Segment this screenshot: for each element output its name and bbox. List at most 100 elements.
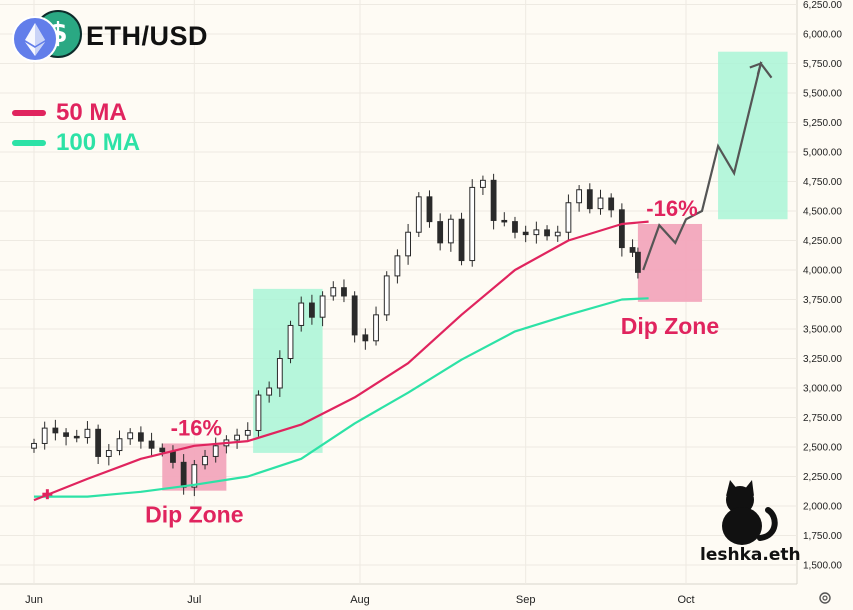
candlestick bbox=[522, 225, 529, 243]
candlestick bbox=[437, 213, 444, 251]
candlestick bbox=[533, 221, 540, 244]
y-tick-label: 2,000.00 bbox=[803, 502, 842, 513]
candlestick bbox=[415, 192, 422, 237]
y-tick-label: 4,000.00 bbox=[803, 266, 842, 277]
candlestick bbox=[202, 449, 208, 470]
candlestick bbox=[276, 350, 283, 397]
candlestick bbox=[63, 428, 69, 446]
y-tick-label: 2,750.00 bbox=[803, 413, 842, 424]
y-tick-label: 4,750.00 bbox=[803, 177, 842, 188]
candlestick bbox=[608, 193, 615, 218]
y-tick-label: 3,500.00 bbox=[803, 325, 842, 336]
eth-logo-icon bbox=[12, 16, 58, 62]
candlestick bbox=[469, 179, 476, 267]
y-tick-label: 5,000.00 bbox=[803, 148, 842, 159]
y-tick-label: 4,500.00 bbox=[803, 207, 842, 218]
candlestick bbox=[373, 306, 379, 346]
y-tick-label: 6,000.00 bbox=[803, 30, 842, 41]
candlestick bbox=[351, 291, 358, 343]
x-tick-label: Sep bbox=[516, 594, 536, 606]
candlestick bbox=[84, 421, 91, 444]
legend-swatch-ma50 bbox=[12, 110, 46, 116]
candlestick bbox=[266, 381, 273, 403]
x-tick-label: Jul bbox=[187, 594, 201, 606]
candlestick bbox=[309, 294, 315, 325]
dip-percent-label: -16% bbox=[646, 196, 697, 221]
y-tick-label: 3,250.00 bbox=[803, 354, 842, 365]
candlestick bbox=[394, 249, 401, 284]
candlestick bbox=[298, 296, 305, 332]
candlestick bbox=[341, 279, 347, 303]
ma-legend: 50 MA 100 MA bbox=[12, 98, 140, 158]
candlestick bbox=[234, 428, 240, 449]
candlestick bbox=[244, 422, 251, 440]
candlestick bbox=[212, 437, 219, 463]
y-tick-label: 2,500.00 bbox=[803, 443, 842, 454]
dip-zone-label: Dip Zone bbox=[621, 313, 719, 339]
pair-title: ETH/USD bbox=[86, 20, 209, 51]
candlestick bbox=[426, 190, 433, 228]
legend-item-ma50: 50 MA bbox=[12, 98, 140, 128]
ma100-line bbox=[34, 297, 649, 498]
watermark-label: leshka.eth bbox=[700, 545, 801, 565]
candlestick bbox=[148, 432, 155, 458]
projection-arrowhead bbox=[749, 61, 763, 75]
dip-percent-label: -16% bbox=[171, 415, 222, 440]
candlestick bbox=[597, 189, 604, 215]
y-tick-label: 1,500.00 bbox=[803, 561, 842, 572]
y-tick-label: 3,750.00 bbox=[803, 295, 842, 306]
pair-logo: $ bbox=[12, 10, 82, 62]
candlestick bbox=[405, 223, 411, 265]
candlestick bbox=[116, 430, 123, 456]
candlestick bbox=[458, 212, 465, 266]
candlestick bbox=[383, 271, 390, 321]
legend-item-ma100: 100 MA bbox=[12, 128, 140, 158]
candlestick bbox=[137, 426, 144, 449]
candlestick bbox=[31, 438, 37, 453]
symbol-header: $ ETH/USD bbox=[12, 10, 208, 62]
settings-icon[interactable] bbox=[818, 591, 832, 605]
y-tick-label: 1,750.00 bbox=[803, 531, 842, 542]
x-tick-label: Oct bbox=[677, 594, 694, 606]
projection-path bbox=[642, 60, 773, 271]
candlestick bbox=[480, 175, 486, 195]
dip-zone-label: Dip Zone bbox=[145, 502, 243, 528]
candlestick bbox=[73, 429, 80, 443]
y-tick-label: 5,750.00 bbox=[803, 59, 842, 70]
candlestick bbox=[319, 291, 326, 327]
candlestick bbox=[629, 239, 636, 258]
candlestick bbox=[512, 216, 518, 239]
candlestick bbox=[554, 225, 561, 242]
candlestick bbox=[41, 421, 48, 450]
candlestick bbox=[447, 214, 454, 252]
legend-swatch-ma100 bbox=[12, 140, 46, 146]
legend-label-ma50: 50 MA bbox=[56, 99, 127, 126]
ma50-line bbox=[33, 220, 649, 502]
y-tick-label: 2,250.00 bbox=[803, 472, 842, 483]
y-tick-label: 3,000.00 bbox=[803, 384, 842, 395]
x-tick-label: Aug bbox=[350, 594, 370, 606]
candlestick bbox=[52, 419, 59, 441]
y-tick-label: 5,250.00 bbox=[803, 118, 842, 129]
cat-silhouette-icon bbox=[722, 480, 778, 545]
candlestick bbox=[191, 459, 198, 497]
y-tick-label: 6,250.00 bbox=[803, 0, 842, 11]
candlestick bbox=[635, 247, 641, 279]
candlestick bbox=[287, 320, 294, 364]
candlestick bbox=[330, 281, 337, 301]
candlestick bbox=[576, 185, 583, 212]
candlestick bbox=[490, 173, 497, 230]
candlestick bbox=[501, 212, 508, 227]
pump-zone-rect bbox=[718, 51, 788, 220]
candlestick bbox=[255, 390, 262, 437]
candlestick bbox=[95, 424, 102, 464]
y-tick-label: 4,250.00 bbox=[803, 236, 842, 247]
candlestick bbox=[586, 183, 593, 214]
candlestick bbox=[544, 225, 550, 241]
candlestick bbox=[105, 444, 112, 466]
candlestick bbox=[565, 194, 572, 240]
candlestick bbox=[362, 328, 369, 350]
legend-label-ma100: 100 MA bbox=[56, 129, 141, 156]
